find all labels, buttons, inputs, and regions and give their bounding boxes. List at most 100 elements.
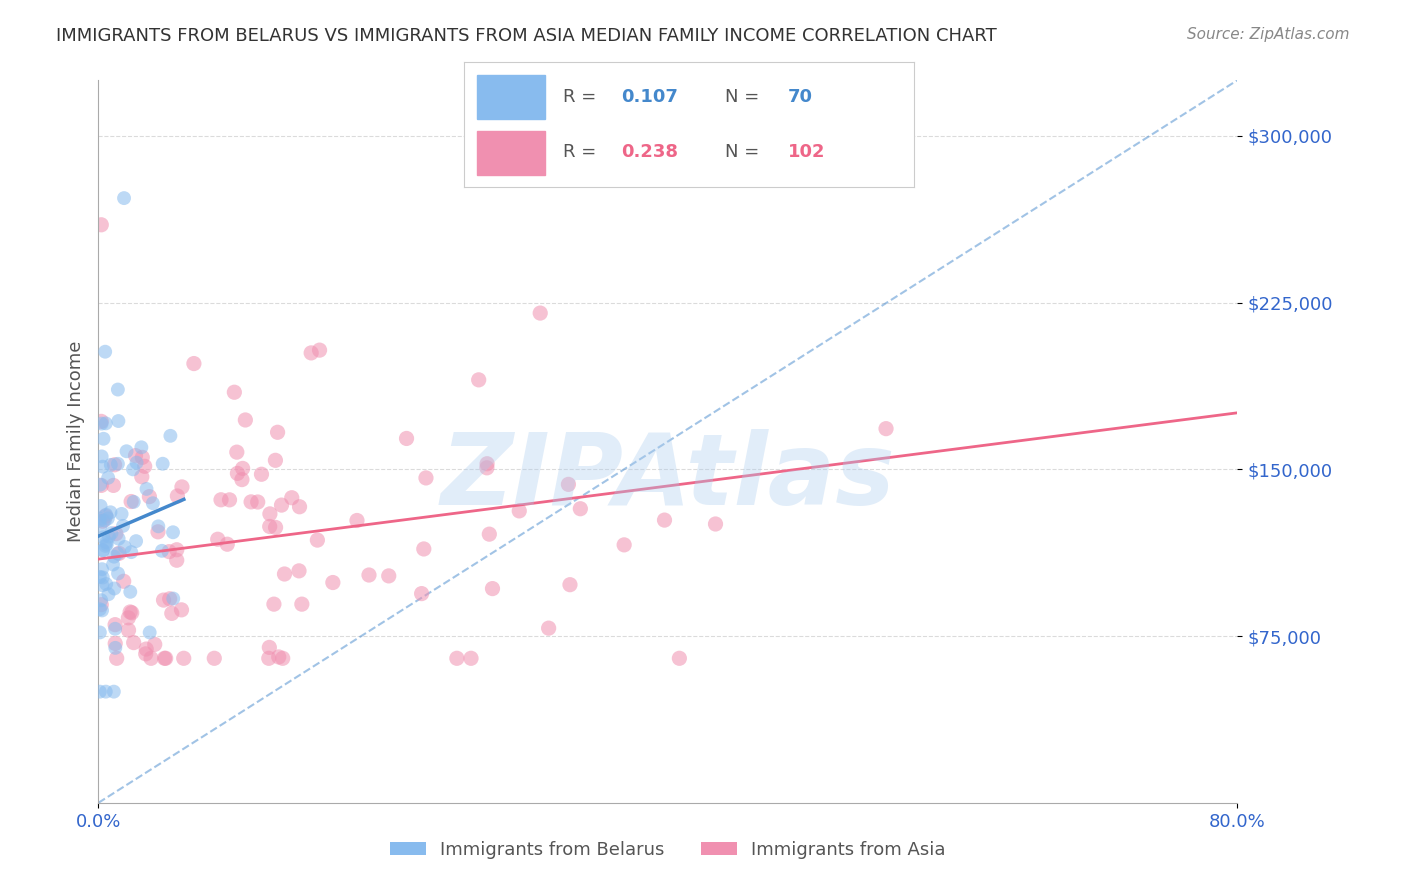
Point — [124, 449, 146, 463]
Point — [94, 684, 117, 698]
Point — [259, 640, 281, 655]
Point — [107, 414, 129, 428]
Point — [89, 625, 111, 640]
Point — [89, 684, 111, 698]
Point — [91, 459, 114, 474]
Point — [100, 526, 122, 541]
Point — [226, 467, 249, 481]
Point — [395, 432, 418, 446]
Point — [259, 507, 281, 521]
Point — [654, 513, 676, 527]
Point — [120, 494, 142, 508]
Point — [529, 306, 551, 320]
Point — [103, 478, 125, 492]
Point — [117, 611, 139, 625]
Text: 70: 70 — [787, 88, 813, 106]
Point — [103, 582, 125, 596]
Point — [107, 532, 129, 546]
Point — [557, 477, 579, 491]
Point — [148, 519, 170, 533]
Point — [475, 457, 498, 471]
Point — [97, 471, 120, 485]
Point — [91, 543, 114, 558]
Point — [125, 534, 148, 549]
Point — [281, 491, 304, 505]
Point — [107, 457, 129, 471]
Point — [266, 425, 288, 440]
Point — [96, 577, 118, 591]
Point — [159, 429, 181, 443]
Point — [96, 508, 118, 522]
Point — [218, 492, 240, 507]
Point — [125, 456, 148, 470]
Point — [103, 549, 125, 564]
Point — [100, 458, 122, 472]
Point — [170, 480, 193, 494]
Point — [107, 547, 129, 561]
Point — [104, 617, 127, 632]
Point — [90, 478, 112, 492]
Point — [112, 519, 135, 533]
Point — [273, 567, 295, 582]
Text: N =: N = — [725, 88, 765, 106]
Text: ZIPAtlas: ZIPAtlas — [440, 429, 896, 526]
Point — [131, 440, 153, 454]
Point — [166, 553, 188, 567]
Point — [96, 537, 118, 551]
Point — [475, 460, 498, 475]
Point — [270, 498, 292, 512]
Point — [322, 575, 344, 590]
Point — [481, 582, 503, 596]
Point — [94, 417, 117, 431]
Point — [91, 514, 114, 528]
Point — [91, 562, 114, 576]
Point — [183, 357, 205, 371]
Point — [89, 511, 111, 525]
Point — [467, 373, 489, 387]
Point — [225, 445, 247, 459]
Point — [104, 640, 127, 655]
Point — [235, 413, 257, 427]
Point — [446, 651, 468, 665]
Point — [202, 651, 225, 665]
Point — [97, 511, 120, 525]
Point — [100, 505, 122, 519]
Point — [135, 647, 157, 661]
Point — [299, 346, 322, 360]
Point — [263, 597, 285, 611]
Point — [89, 519, 111, 533]
Point — [460, 651, 482, 665]
Point — [120, 584, 142, 599]
Point — [267, 649, 290, 664]
Point — [415, 471, 437, 485]
Y-axis label: Median Family Income: Median Family Income — [66, 341, 84, 542]
Point — [259, 519, 281, 533]
Point — [104, 526, 127, 541]
Point — [346, 514, 368, 528]
Point — [162, 591, 184, 606]
Point — [117, 623, 139, 637]
Point — [153, 651, 176, 665]
Point — [152, 593, 174, 607]
Point — [152, 457, 174, 471]
Text: 0.238: 0.238 — [621, 144, 679, 161]
Point — [207, 533, 229, 547]
Point — [107, 383, 129, 397]
Point — [122, 495, 145, 509]
Point — [134, 459, 156, 474]
Point — [103, 684, 125, 698]
Point — [114, 540, 136, 554]
Point — [138, 625, 160, 640]
Point — [160, 607, 183, 621]
Point — [104, 636, 127, 650]
Point — [91, 530, 114, 544]
Point — [478, 527, 501, 541]
Point — [97, 587, 120, 601]
Text: R =: R = — [562, 88, 602, 106]
Point — [157, 544, 180, 558]
Point — [704, 516, 727, 531]
Point — [875, 422, 897, 436]
Point — [250, 467, 273, 482]
Point — [288, 500, 311, 514]
Text: 0.107: 0.107 — [621, 88, 678, 106]
